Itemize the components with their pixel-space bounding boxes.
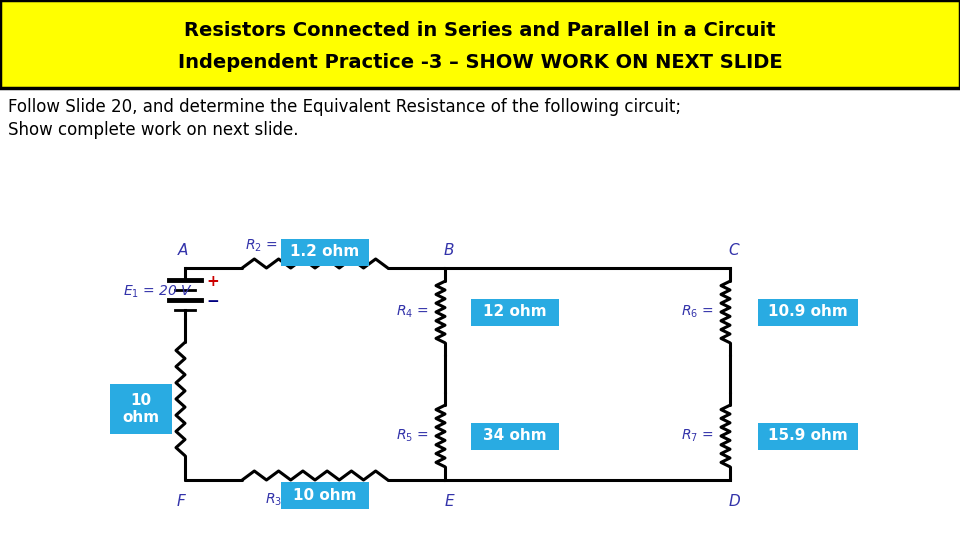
Text: $R_3$ =: $R_3$ =: [265, 492, 298, 508]
Text: E: E: [444, 494, 454, 509]
Text: B: B: [444, 243, 454, 258]
Text: +: +: [206, 274, 219, 289]
Text: 10
ohm: 10 ohm: [123, 393, 159, 425]
Bar: [471, 422, 559, 449]
Text: 1.2 ohm: 1.2 ohm: [290, 245, 360, 260]
Bar: [758, 299, 858, 326]
Bar: [0, 0, 960, 88]
Text: 34 ohm: 34 ohm: [483, 429, 547, 443]
Text: $R_1$: $R_1$: [152, 386, 169, 402]
Text: Resistors Connected in Series and Parallel in a Circuit: Resistors Connected in Series and Parall…: [184, 21, 776, 39]
Text: 10 ohm: 10 ohm: [293, 488, 357, 503]
Text: Independent Practice -3 – SHOW WORK ON NEXT SLIDE: Independent Practice -3 – SHOW WORK ON N…: [178, 53, 782, 72]
Bar: [758, 422, 858, 449]
Bar: [110, 384, 172, 434]
Text: −: −: [206, 294, 219, 309]
Bar: [281, 239, 369, 266]
Text: Show complete work on next slide.: Show complete work on next slide.: [8, 121, 299, 139]
Text: F: F: [177, 494, 185, 509]
Text: 12 ohm: 12 ohm: [483, 305, 547, 320]
Text: 15.9 ohm: 15.9 ohm: [768, 429, 848, 443]
Text: $R_7$ =: $R_7$ =: [682, 428, 714, 444]
Text: $R_4$ =: $R_4$ =: [396, 304, 429, 320]
Text: $R_5$ =: $R_5$ =: [396, 428, 429, 444]
Text: $R_2$ =: $R_2$ =: [245, 238, 278, 254]
Text: D: D: [728, 494, 740, 509]
Text: A: A: [178, 243, 188, 258]
Text: $R_6$ =: $R_6$ =: [682, 304, 714, 320]
Text: C: C: [729, 243, 739, 258]
Text: 10.9 ohm: 10.9 ohm: [768, 305, 848, 320]
Text: Follow Slide 20, and determine the Equivalent Resistance of the following circui: Follow Slide 20, and determine the Equiv…: [8, 98, 682, 116]
Bar: [471, 299, 559, 326]
Text: $E_1$ = 20 V: $E_1$ = 20 V: [123, 284, 193, 300]
Bar: [281, 482, 369, 509]
